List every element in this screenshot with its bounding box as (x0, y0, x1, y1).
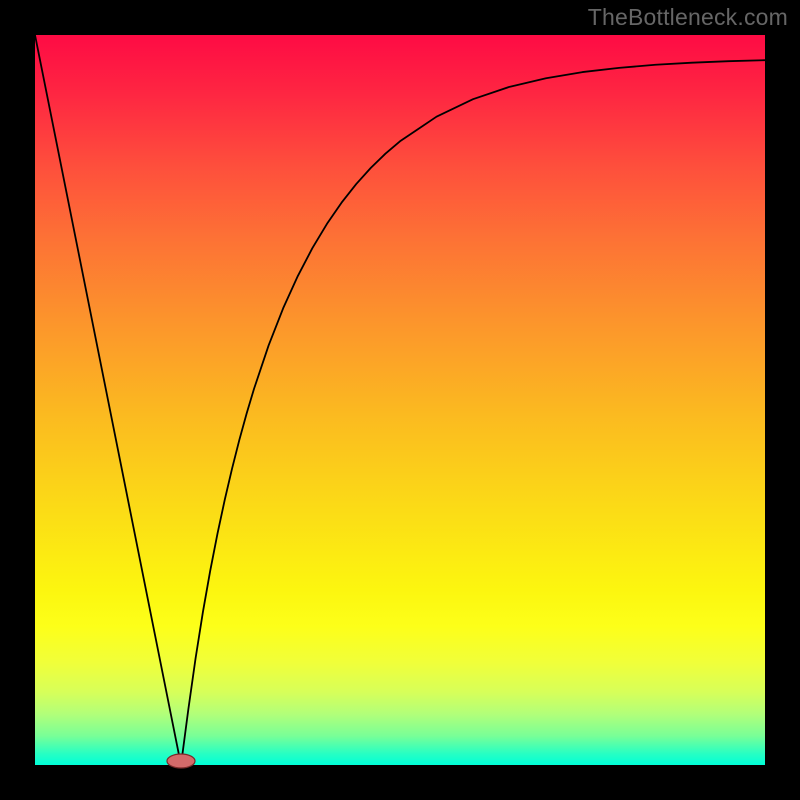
optimal-point-marker (167, 754, 195, 768)
watermark-text: TheBottleneck.com (588, 4, 788, 31)
chart-container: { "watermark": { "text": "TheBottleneck.… (0, 0, 800, 800)
bottleneck-chart (0, 0, 800, 800)
plot-background (35, 35, 765, 765)
